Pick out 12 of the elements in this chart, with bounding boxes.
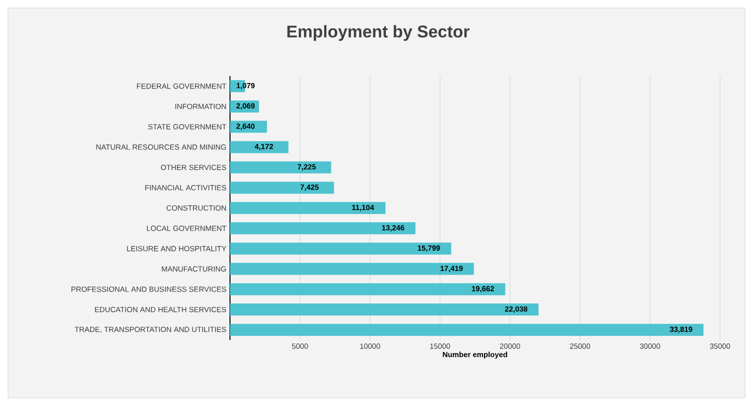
bar (230, 182, 334, 194)
bar (230, 304, 539, 316)
bar (230, 202, 386, 214)
bar (230, 262, 474, 275)
bar (230, 161, 332, 174)
bar (230, 222, 416, 234)
bar (230, 120, 267, 133)
bar (230, 324, 704, 336)
chart-title: Employment by Sector (287, 25, 470, 41)
bar (230, 283, 506, 296)
bar (230, 242, 452, 255)
bar (230, 141, 288, 154)
